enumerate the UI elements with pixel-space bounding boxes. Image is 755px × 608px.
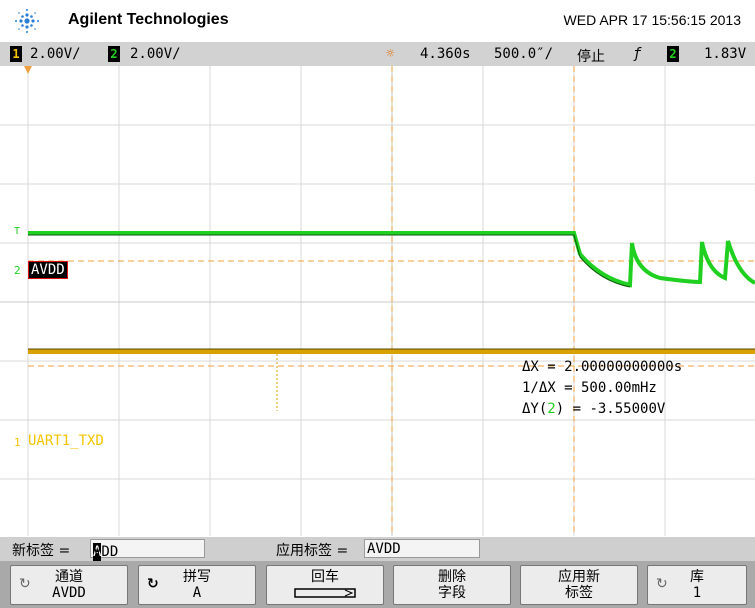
ch2-ground-marker: 2 bbox=[14, 264, 21, 277]
trigger-level-marker: T bbox=[14, 226, 21, 237]
enter-softkey[interactable]: 回车 bbox=[266, 565, 384, 605]
rotate-knob-icon: ↻ bbox=[656, 576, 668, 592]
delete-field-softkey[interactable]: 删除 字段 bbox=[393, 565, 511, 605]
ch2-label: AVDD bbox=[28, 261, 68, 279]
channel-softkey[interactable]: ↻ 通道 AVDD bbox=[10, 565, 128, 605]
delta-y-readout: ΔY(2) = -3.55000V bbox=[522, 401, 666, 417]
ch2-indicator[interactable]: 2 bbox=[108, 46, 120, 62]
waveform-display[interactable]: T 2 AVDD 1 UART1_TXD ΔX = 2.00000000000s… bbox=[0, 66, 755, 536]
enter-arrow-icon bbox=[294, 588, 356, 598]
trigger-channel: 2 bbox=[667, 46, 679, 62]
rotate-knob-icon: ↻ bbox=[147, 576, 159, 592]
agilent-spark-logo-icon bbox=[15, 9, 39, 33]
waveform-graticule bbox=[0, 66, 755, 536]
trigger-level: 1.83V bbox=[704, 46, 747, 62]
trigger-position-icon: ☼ bbox=[386, 46, 395, 62]
status-bar: 1 2.00V/ 2 2.00V/ ☼ 4.360s 500.0″/ 停止 ƒ … bbox=[0, 42, 755, 66]
header-bar: Agilent Technologies WED APR 17 15:56:15… bbox=[0, 0, 755, 42]
time-position: 4.360s bbox=[420, 46, 471, 62]
trigger-edge-icon: ƒ bbox=[633, 46, 642, 62]
label-edit-bar: 新标签 = A VDD 应用标签 = AVDD bbox=[0, 537, 755, 562]
date-time: WED APR 17 15:56:15 2013 bbox=[563, 12, 741, 28]
run-state: 停止 bbox=[577, 49, 605, 65]
ch1-ground-marker: 1 bbox=[14, 436, 21, 449]
ch2-scale: 2.00V/ bbox=[130, 46, 181, 62]
rotate-knob-icon: ↻ bbox=[19, 576, 31, 592]
apply-label-field[interactable]: AVDD bbox=[364, 539, 480, 558]
ch1-label: UART1_TXD bbox=[28, 433, 104, 449]
new-label-field[interactable]: A VDD bbox=[90, 539, 205, 562]
apply-label-caption: 应用标签 = bbox=[276, 543, 349, 559]
inverse-delta-x-readout: 1/ΔX = 500.00mHz bbox=[522, 380, 657, 396]
new-label-caption: 新标签 = bbox=[12, 543, 71, 559]
spell-softkey[interactable]: ↻ 拼写 A bbox=[138, 565, 256, 605]
ch1-indicator[interactable]: 1 bbox=[10, 46, 22, 62]
time-per-div: 500.0″/ bbox=[494, 46, 554, 62]
ch1-scale: 2.00V/ bbox=[30, 46, 81, 62]
brand-name: Agilent Technologies bbox=[68, 11, 229, 28]
apply-new-label-softkey[interactable]: 应用新 标签 bbox=[520, 565, 638, 605]
delta-x-readout: ΔX = 2.00000000000s bbox=[522, 359, 683, 375]
